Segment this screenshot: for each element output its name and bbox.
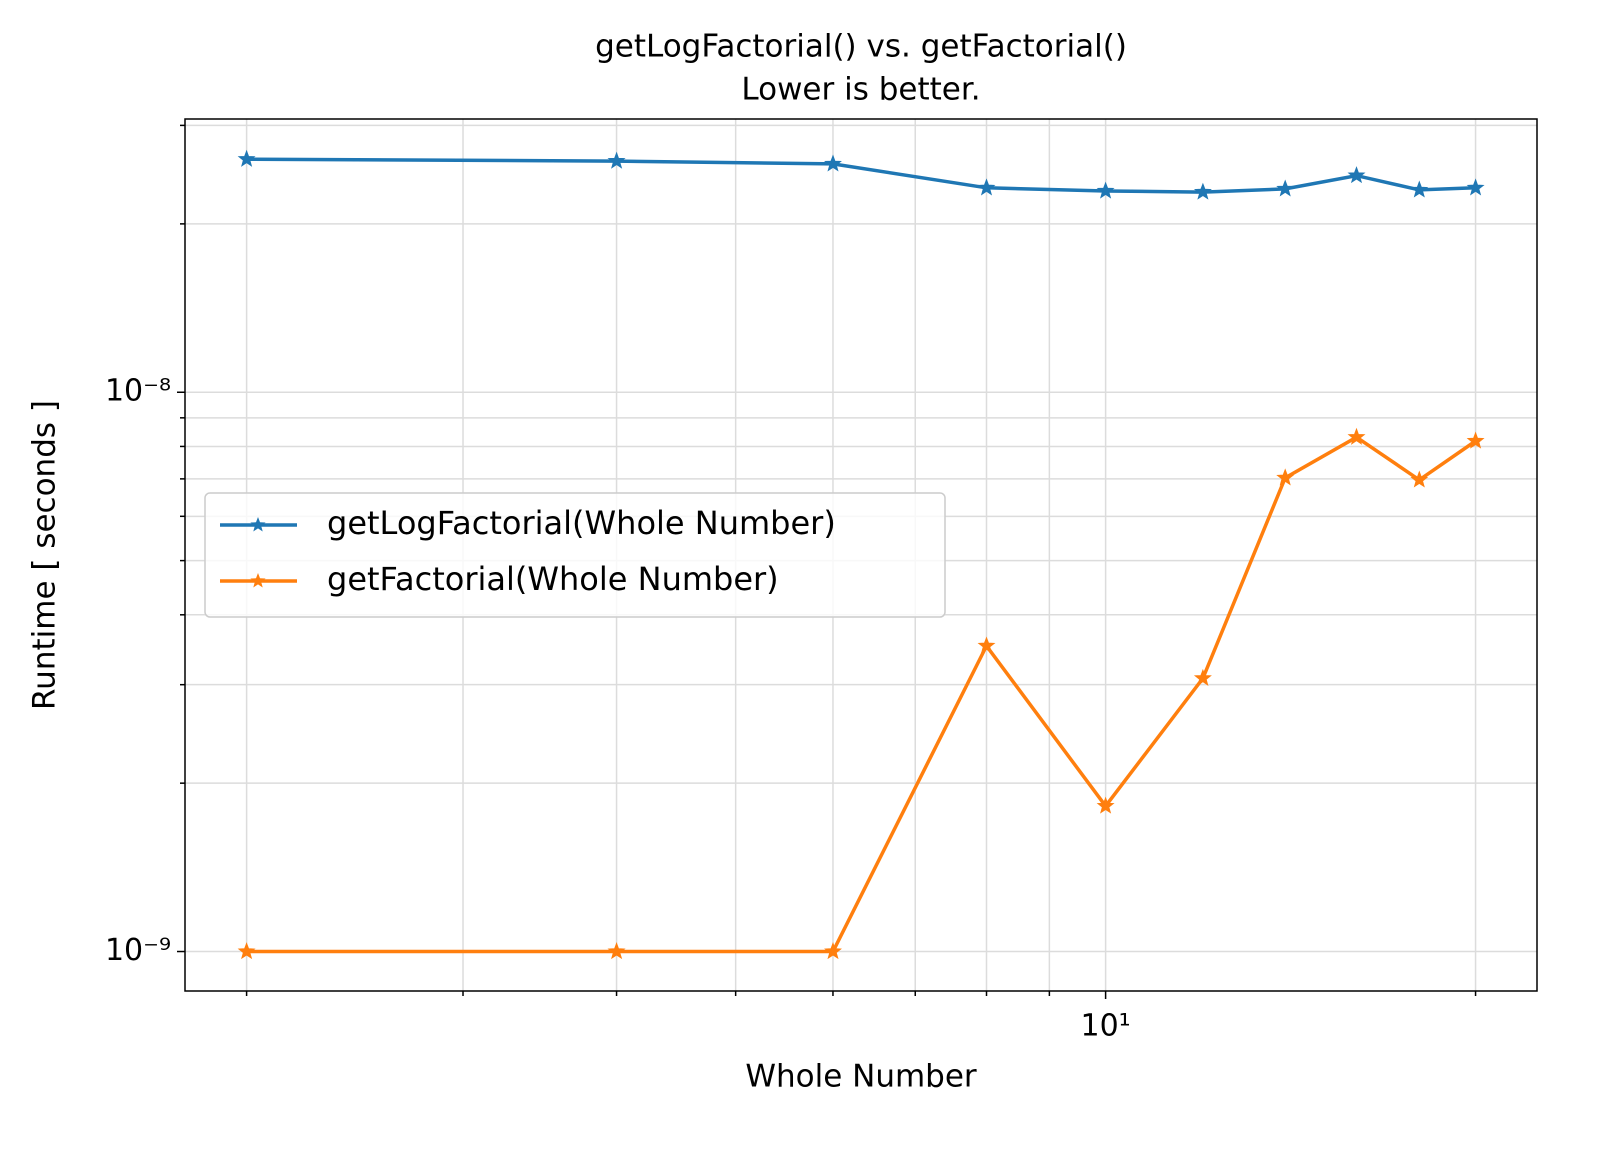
legend-marker	[250, 573, 266, 588]
series-line	[246, 435, 1477, 954]
data-point	[237, 942, 256, 960]
data-point	[1466, 178, 1485, 196]
legend-label: getLogFactorial(Whole Number)	[327, 504, 836, 542]
x-axis-label: Whole Number	[745, 1059, 977, 1095]
chart-title: getLogFactorial() vs. getFactorial()	[595, 29, 1127, 65]
data-point	[237, 149, 256, 167]
data-point	[1410, 470, 1429, 488]
data-point	[824, 154, 842, 172]
legend-box	[204, 492, 946, 618]
legend: getLogFactorial(Whole Number) getFactoria…	[204, 492, 946, 618]
data-point	[1276, 468, 1295, 486]
data-point	[1347, 427, 1366, 445]
legend-marker	[250, 517, 266, 532]
legend-label: getFactorial(Whole Number)	[327, 560, 779, 598]
chart-subtitle: Lower is better.	[741, 72, 980, 108]
data-point	[1276, 179, 1295, 197]
data-point	[1193, 182, 1212, 200]
y-tick-label: 10⁻⁸	[105, 374, 171, 409]
data-point	[977, 178, 996, 196]
y-tick-label: 10⁻⁹	[105, 933, 171, 968]
data-point	[1347, 166, 1366, 184]
data-point	[1193, 668, 1212, 686]
x-tick-label: 10¹	[1081, 1009, 1131, 1044]
plot-frame	[184, 118, 1538, 992]
y-axis-label: Runtime [ seconds ]	[27, 400, 63, 710]
series-line	[246, 157, 1476, 194]
data-point	[1096, 796, 1115, 814]
data-point	[1096, 181, 1115, 199]
data-point	[1466, 431, 1485, 449]
data-point	[607, 151, 626, 169]
data-point	[824, 942, 842, 960]
data-point	[977, 636, 996, 654]
data-point	[607, 942, 626, 960]
data-point	[1410, 180, 1429, 198]
